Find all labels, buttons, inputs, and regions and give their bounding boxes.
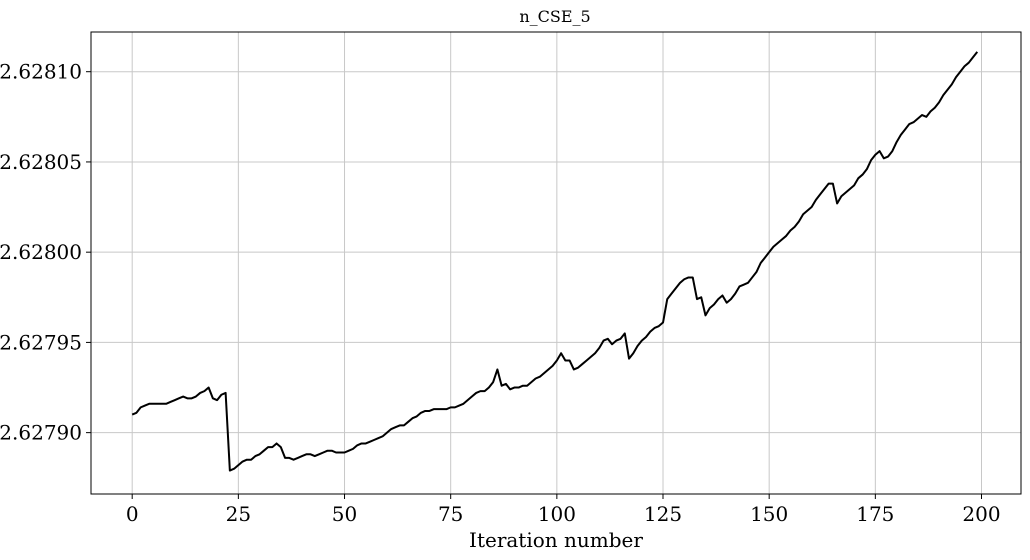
x-tick-label: 175 [856, 502, 894, 526]
axis-ticks [86, 71, 983, 499]
y-tick-label: 2.62795 [0, 330, 82, 354]
x-tick-label: 200 [962, 502, 1000, 526]
x-axis-title: Iteration number [469, 528, 643, 552]
x-tick-label: 0 [126, 502, 139, 526]
x-tick-label: 75 [438, 502, 463, 526]
tick-labels: 0 25 50 75 100 125 150 175 200 2.62790 2.62795 2.62… [0, 60, 1001, 526]
x-tick-label: 100 [538, 502, 576, 526]
grid [91, 32, 1021, 494]
x-tick-label: 25 [226, 502, 251, 526]
y-tick-label: 2.62800 [0, 240, 82, 264]
chart-title: n_CSE_5 [519, 7, 590, 26]
y-tick-label: 2.62810 [0, 60, 82, 84]
y-tick-label: 2.62790 [0, 421, 82, 445]
series-line [131, 51, 979, 472]
x-tick-label: 50 [332, 502, 357, 526]
x-tick-label: 125 [644, 502, 682, 526]
plot-frame [90, 31, 1022, 495]
y-tick-label: 2.62805 [0, 150, 82, 174]
x-tick-label: 150 [750, 502, 788, 526]
